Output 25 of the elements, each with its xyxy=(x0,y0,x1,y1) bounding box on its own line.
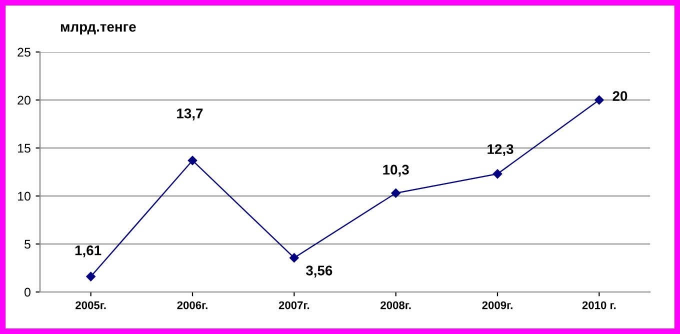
y-tick-label: 10 xyxy=(18,192,30,201)
point xyxy=(391,188,400,198)
point xyxy=(492,169,502,179)
data-label: 13,7 xyxy=(177,108,203,120)
point xyxy=(188,156,198,166)
y-tick-label: 25 xyxy=(18,48,30,57)
y-tick-label: 15 xyxy=(18,144,30,153)
data-label: 10,3 xyxy=(383,164,409,177)
x-tick-label: 2006г. xyxy=(177,301,208,310)
y-tick-label: 20 xyxy=(18,96,30,105)
y-tick-label: 0 xyxy=(24,288,30,297)
x-tick-label: 2009г. xyxy=(482,301,512,310)
point xyxy=(86,272,96,282)
point xyxy=(290,253,299,262)
y-axis-title: млрд.тенге xyxy=(60,24,136,34)
x-tick-label: 2007г. xyxy=(278,301,310,310)
x-tick-label: 2005г. xyxy=(76,301,106,310)
data-label: 12,3 xyxy=(488,144,514,156)
data-label: 20 xyxy=(612,91,628,101)
data-label: 1,61 xyxy=(75,245,102,258)
x-tick-label: 2010 г. xyxy=(582,301,616,310)
point xyxy=(594,95,604,105)
data-label: 3,56 xyxy=(306,266,332,278)
x-tick-label: 2008г. xyxy=(380,301,411,310)
y-tick-label: 5 xyxy=(24,240,30,249)
